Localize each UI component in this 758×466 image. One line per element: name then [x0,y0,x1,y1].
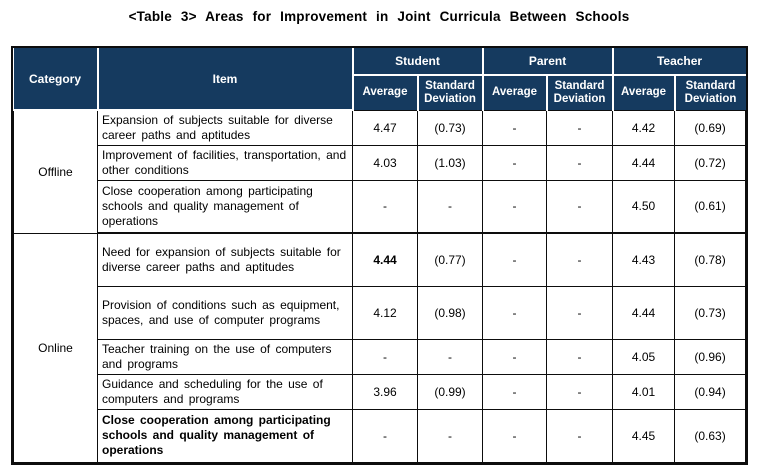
category-cell-online: Online [13,232,98,463]
header-teacher-average: Average [611,74,676,111]
header-student-average: Average [351,74,419,111]
parent-std-cell: - [546,373,614,410]
student-std-cell: (0.99) [416,373,484,410]
header-parent-average: Average [481,74,548,111]
teacher-average-cell: 4.50 [612,179,676,234]
page: <Table 3> Areas for Improvement in Joint… [0,9,758,466]
student-average-cell: - [352,338,418,375]
teacher-std-cell: (0.94) [674,373,747,410]
student-std-cell: - [416,179,484,234]
item-cell: Close cooperation among participating sc… [97,179,353,234]
header-teacher-std: Standard Deviation [673,74,746,111]
item-cell: Expansion of subjects suitable for diver… [97,109,353,146]
student-std-cell: (1.03) [416,144,484,181]
student-average-cell: 3.96 [352,373,418,410]
header-sub-row: Average Standard Deviation Average Stand… [14,74,746,111]
teacher-average-cell: 4.42 [612,109,676,146]
improvement-table: Category Item Student Parent Teacher Ave… [13,48,747,463]
teacher-average-cell: 4.05 [612,338,676,375]
item-cell: Need for expansion of subjects suitable … [97,232,353,287]
header-group-teacher: Teacher [611,48,746,76]
parent-std-cell: - [546,179,614,234]
item-cell: Guidance and scheduling for the use of c… [97,373,353,410]
teacher-std-cell: (0.69) [674,109,747,146]
student-average-cell: - [352,408,418,463]
table-row: Teacher training on the use of computers… [14,338,747,375]
table-row: Close cooperation among participating sc… [14,408,747,463]
header-category: Category [13,48,99,111]
student-average-cell: - [352,179,418,234]
teacher-std-cell: (0.73) [674,285,747,340]
parent-std-cell: - [546,109,614,146]
parent-average-cell: - [482,373,548,410]
teacher-std-cell: (0.96) [674,338,747,375]
table-caption: <Table 3> Areas for Improvement in Joint… [128,9,630,24]
table-header: Category Item Student Parent Teacher Ave… [13,48,746,111]
teacher-average-cell: 4.44 [612,285,676,340]
student-std-cell: (0.73) [416,109,484,146]
header-group-parent: Parent [481,48,614,76]
parent-std-cell: - [546,408,614,463]
table-row: Guidance and scheduling for the use of c… [14,373,747,410]
parent-average-cell: - [482,179,548,234]
student-std-cell: (0.77) [416,232,484,287]
teacher-std-cell: (0.63) [674,408,747,463]
category-cell-offline: Offline [13,109,98,234]
teacher-std-cell: (0.72) [674,144,747,181]
teacher-average-cell: 4.43 [612,232,676,287]
student-average-cell: 4.44 [352,232,418,287]
table-body: Offline Expansion of subjects suitable f… [13,109,747,463]
table-row: Provision of conditions such as equipmen… [14,285,747,340]
parent-std-cell: - [546,285,614,340]
student-std-cell: - [416,338,484,375]
parent-average-cell: - [482,144,548,181]
teacher-average-cell: 4.45 [612,408,676,463]
table-row: Online Need for expansion of subjects su… [13,232,747,463]
item-cell: Provision of conditions such as equipmen… [97,285,353,340]
parent-average-cell: - [482,109,548,146]
teacher-average-cell: 4.01 [612,373,676,410]
item-cell: Close cooperation among participating sc… [97,408,353,463]
parent-std-cell: - [546,232,614,287]
teacher-std-cell: (0.61) [674,179,747,234]
table-3: Category Item Student Parent Teacher Ave… [11,46,749,465]
table-row: Close cooperation among participating sc… [14,179,747,234]
teacher-std-cell: (0.78) [674,232,747,287]
header-student-std: Standard Deviation [416,74,484,111]
student-average-cell: 4.12 [352,285,418,340]
parent-average-cell: - [482,285,548,340]
student-std-cell: - [416,408,484,463]
item-cell: Teacher training on the use of computers… [97,338,353,375]
header-parent-std: Standard Deviation [545,74,614,111]
table-row: Offline Expansion of subjects suitable f… [13,109,747,234]
item-cell: Improvement of facilities, transportatio… [97,144,353,181]
teacher-average-cell: 4.44 [612,144,676,181]
table-row: Improvement of facilities, transportatio… [14,144,747,181]
student-std-cell: (0.98) [416,285,484,340]
parent-average-cell: - [482,338,548,375]
header-item: Item [96,48,354,111]
student-average-cell: 4.47 [352,109,418,146]
parent-std-cell: - [546,144,614,181]
parent-std-cell: - [546,338,614,375]
parent-average-cell: - [482,408,548,463]
header-group-row: Category Item Student Parent Teacher [13,48,746,111]
student-average-cell: 4.03 [352,144,418,181]
parent-average-cell: - [482,232,548,287]
header-group-student: Student [351,48,484,76]
